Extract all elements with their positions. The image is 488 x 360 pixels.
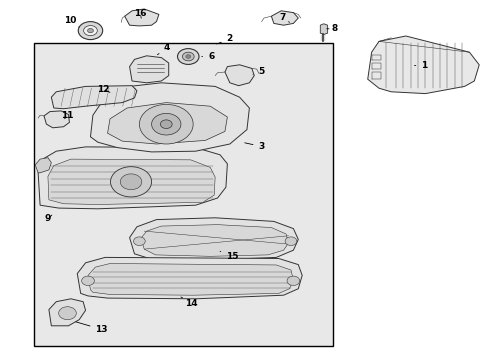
Polygon shape [48, 159, 215, 204]
Text: 7: 7 [279, 13, 289, 22]
Polygon shape [224, 65, 254, 86]
Polygon shape [107, 103, 227, 144]
Text: 12: 12 [97, 85, 110, 94]
Text: 1: 1 [414, 61, 427, 70]
Text: 6: 6 [202, 52, 214, 61]
Circle shape [139, 104, 193, 144]
Polygon shape [90, 83, 249, 152]
Polygon shape [49, 299, 85, 326]
Circle shape [185, 55, 190, 58]
Text: 3: 3 [244, 142, 264, 151]
Text: 16: 16 [134, 9, 146, 18]
Polygon shape [367, 36, 478, 94]
Polygon shape [320, 24, 327, 35]
Circle shape [133, 237, 145, 246]
Polygon shape [44, 111, 69, 128]
Circle shape [286, 276, 299, 285]
Text: 8: 8 [326, 24, 337, 33]
Polygon shape [77, 257, 302, 299]
Polygon shape [51, 86, 137, 109]
Circle shape [285, 237, 296, 246]
Polygon shape [88, 264, 293, 295]
Text: 10: 10 [63, 16, 79, 27]
Circle shape [151, 113, 181, 135]
Circle shape [177, 49, 199, 64]
Text: 13: 13 [76, 322, 108, 334]
Polygon shape [35, 158, 51, 173]
Polygon shape [271, 11, 298, 25]
Polygon shape [129, 56, 168, 83]
Text: 9: 9 [44, 214, 52, 223]
Circle shape [83, 26, 97, 36]
Bar [34, 43, 332, 346]
Circle shape [78, 22, 102, 40]
Circle shape [87, 28, 93, 33]
Circle shape [81, 276, 94, 285]
Text: 14: 14 [181, 297, 198, 307]
Text: 2: 2 [216, 34, 232, 44]
Polygon shape [141, 225, 288, 256]
Text: 11: 11 [61, 111, 74, 120]
Circle shape [160, 120, 172, 129]
Polygon shape [129, 218, 298, 260]
Circle shape [59, 307, 76, 320]
Text: 15: 15 [220, 251, 238, 261]
Text: 4: 4 [157, 43, 170, 55]
Circle shape [110, 167, 151, 197]
Polygon shape [38, 147, 227, 209]
Text: 5: 5 [252, 68, 264, 77]
Circle shape [182, 52, 194, 61]
Polygon shape [124, 9, 159, 26]
Circle shape [120, 174, 142, 190]
